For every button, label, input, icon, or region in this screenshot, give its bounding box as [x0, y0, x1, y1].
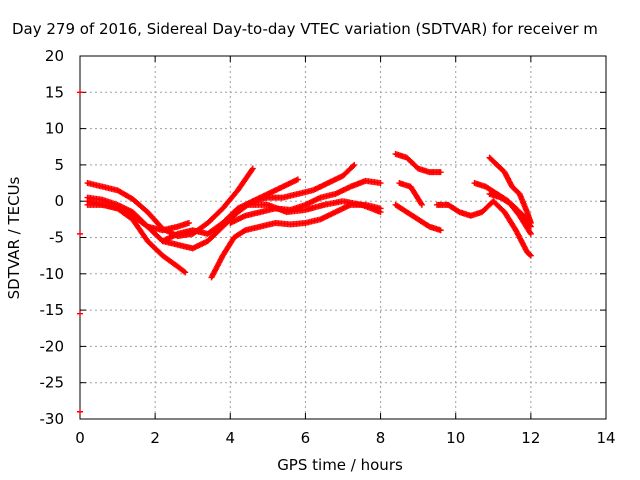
y-tick-label: 20 [45, 47, 64, 65]
data-points [77, 89, 534, 415]
y-tick-label: -5 [49, 229, 64, 247]
x-tick-label: 0 [75, 429, 85, 447]
data-point [249, 165, 256, 172]
data-point [377, 209, 384, 216]
y-tick-label: -30 [40, 410, 65, 428]
y-axis-title: SDTVAR / TECUs [5, 176, 23, 299]
data-point [351, 161, 358, 168]
y-axis: 20 15 10 5 0 -5 -10 -15 -20 -25 -30 [40, 47, 606, 428]
data-point [182, 269, 189, 276]
x-tick-label: 8 [376, 429, 386, 447]
data-point [180, 268, 187, 275]
data-point [418, 201, 425, 208]
data-point [294, 176, 301, 183]
x-axis: 0 2 4 6 8 10 12 14 [75, 56, 616, 447]
data-point [241, 228, 248, 235]
x-tick-label: 14 [596, 429, 615, 447]
x-tick-label: 10 [446, 429, 465, 447]
data-point [377, 180, 384, 187]
x-tick-label: 4 [226, 429, 236, 447]
data-point [437, 169, 444, 176]
data-point [526, 251, 533, 258]
data-point [350, 162, 357, 169]
y-tick-label: 10 [45, 120, 64, 138]
grid [80, 56, 606, 419]
data-point [418, 200, 425, 207]
data-point [77, 230, 83, 237]
data-point [527, 229, 534, 236]
data-point [437, 227, 444, 234]
y-tick-label: 15 [45, 83, 64, 101]
data-point [527, 223, 534, 230]
data-point [77, 310, 83, 317]
data-point [77, 89, 83, 96]
y-tick-label: -20 [40, 337, 65, 355]
chart-title: Day 279 of 2016, Sidereal Day-to-day VTE… [12, 20, 598, 38]
data-point [527, 222, 534, 229]
x-tick-label: 6 [301, 429, 311, 447]
x-axis-title: GPS time / hours [277, 456, 403, 474]
x-tick-label: 12 [521, 429, 540, 447]
data-point [77, 408, 83, 415]
data-point [143, 222, 150, 229]
data-point [248, 166, 255, 173]
y-tick-label: 0 [54, 192, 64, 210]
y-tick-label: -25 [40, 374, 65, 392]
y-tick-label: -10 [40, 265, 65, 283]
data-point [527, 252, 534, 259]
data-point [185, 219, 192, 226]
x-tick-label: 2 [150, 429, 160, 447]
y-tick-label: -15 [40, 301, 65, 319]
y-tick-label: 5 [54, 156, 64, 174]
data-point [527, 230, 534, 237]
